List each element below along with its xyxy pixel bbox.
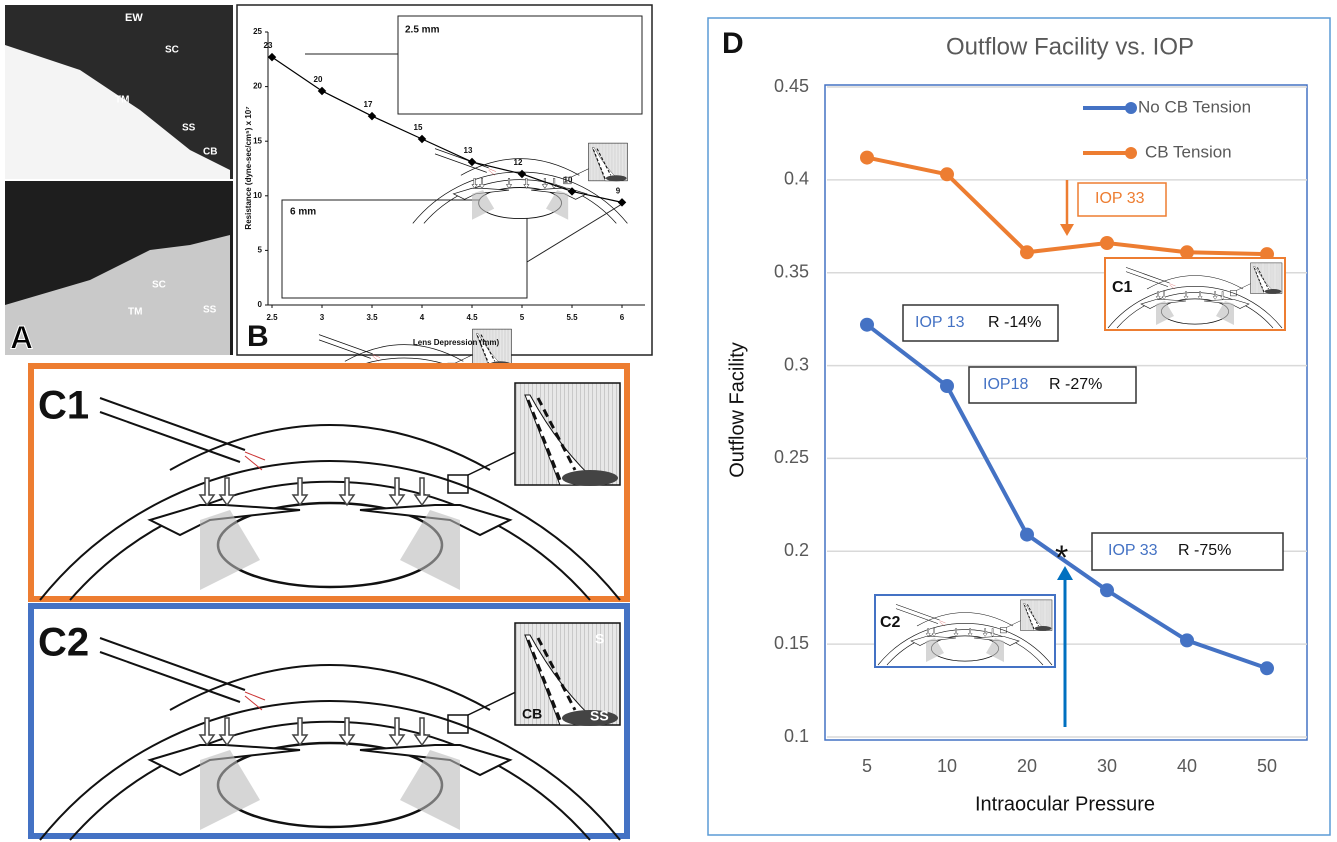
x-tick-label: 4.5: [466, 313, 478, 322]
figure: EW SC TM SS CB SC TM SS A C1 C2 S CB SS …: [0, 0, 1337, 842]
annotation: R -75%: [1178, 542, 1231, 559]
x-tick-label: 4: [420, 313, 425, 322]
point: [940, 167, 954, 181]
annotation: IOP18: [983, 376, 1028, 393]
point: [1260, 661, 1274, 675]
point: [1180, 633, 1194, 647]
legend-label: CB Tension: [1145, 142, 1232, 161]
point: [860, 318, 874, 332]
y-tick-label: 0.25: [774, 447, 809, 467]
point: [1100, 236, 1114, 250]
value-label: 9: [616, 186, 621, 195]
panel-label: A: [10, 319, 33, 355]
legend-label: No CB Tension: [1138, 97, 1251, 116]
point: [940, 379, 954, 393]
y-tick-label: 0.1: [784, 726, 809, 746]
point: [1020, 528, 1034, 542]
y-axis-label: Outflow Facility: [726, 342, 748, 478]
x-tick-label: 50: [1257, 756, 1277, 776]
image-label: TM: [115, 95, 129, 106]
x-tick-label: 40: [1177, 756, 1197, 776]
annotation: IOP 33: [1108, 542, 1158, 559]
panel-label: D: [722, 27, 744, 60]
value-label: 17: [364, 100, 373, 109]
panel-a: EW SC TM SS CB SC TM SS A: [5, 5, 233, 355]
x-tick-label: 30: [1097, 756, 1117, 776]
annotation: 6 mm: [290, 207, 316, 218]
y-tick-label: 0.45: [774, 76, 809, 96]
point: [1100, 583, 1114, 597]
x-tick-label: 20: [1017, 756, 1037, 776]
page: {"chart_data": [ {"type": "line", "panel…: [0, 0, 1337, 842]
x-axis-label: Lens Depression (mm): [413, 338, 500, 347]
y-tick-label: 25: [253, 27, 262, 36]
inset-frame: [282, 200, 527, 298]
chart-title: Outflow Facility vs. IOP: [946, 33, 1194, 60]
point: [860, 151, 874, 165]
y-tick-label: 0.3: [784, 354, 809, 374]
image-label: CB: [203, 147, 217, 158]
panel-d-frame: [708, 18, 1330, 835]
y-tick-label: 15: [253, 136, 262, 145]
annotation: C1: [1112, 279, 1133, 296]
inset-label: S: [595, 631, 604, 647]
x-tick-label: 3.5: [366, 313, 378, 322]
inset-label: CB: [522, 706, 542, 722]
legend-marker: [1125, 147, 1137, 159]
x-axis-label: Intraocular Pressure: [975, 793, 1155, 815]
x-tick-label: 5: [862, 756, 872, 776]
annotation: R -27%: [1049, 376, 1102, 393]
annotation: R -14%: [988, 314, 1041, 331]
annotation: *: [1055, 539, 1068, 577]
y-axis-label: Resistance (dyne-sec/cm⁵) x 10⁷: [244, 106, 253, 229]
panel-label: B: [247, 320, 269, 353]
panel-label: C1: [38, 384, 89, 428]
x-tick-label: 3: [320, 313, 325, 322]
y-tick-label: 5: [258, 246, 263, 255]
annotation: C2: [880, 614, 901, 631]
y-tick-label: 0.4: [784, 169, 809, 189]
value-label: 23: [264, 41, 273, 50]
value-label: 13: [464, 146, 473, 155]
inset-label: SS: [590, 708, 609, 724]
y-tick-label: 0: [258, 300, 263, 309]
y-tick-label: 0.15: [774, 633, 809, 653]
annotation: 2.5 mm: [405, 25, 440, 36]
y-tick-label: 0.35: [774, 261, 809, 281]
point: [1020, 245, 1034, 259]
image-label: EW: [125, 12, 143, 24]
image-label: SC: [165, 45, 179, 56]
x-tick-label: 5: [520, 313, 525, 322]
y-tick-label: 20: [253, 82, 262, 91]
legend-marker: [1125, 102, 1137, 114]
x-tick-label: 5.5: [566, 313, 578, 322]
annotation: IOP 33: [1095, 190, 1145, 207]
y-tick-label: 10: [253, 191, 262, 200]
y-tick-label: 0.2: [784, 540, 809, 560]
annotation: IOP 13: [915, 314, 965, 331]
image-label: SS: [203, 305, 217, 316]
value-label: 12: [514, 158, 523, 167]
x-tick-label: 6: [620, 313, 625, 322]
value-label: 20: [314, 75, 323, 84]
panel-label: C2: [38, 621, 89, 665]
image-label: TM: [128, 307, 142, 318]
image-label: SS: [182, 123, 196, 134]
image-label: SC: [152, 280, 166, 291]
x-tick-label: 10: [937, 756, 957, 776]
value-label: 10: [564, 176, 573, 185]
value-label: 15: [414, 123, 423, 132]
